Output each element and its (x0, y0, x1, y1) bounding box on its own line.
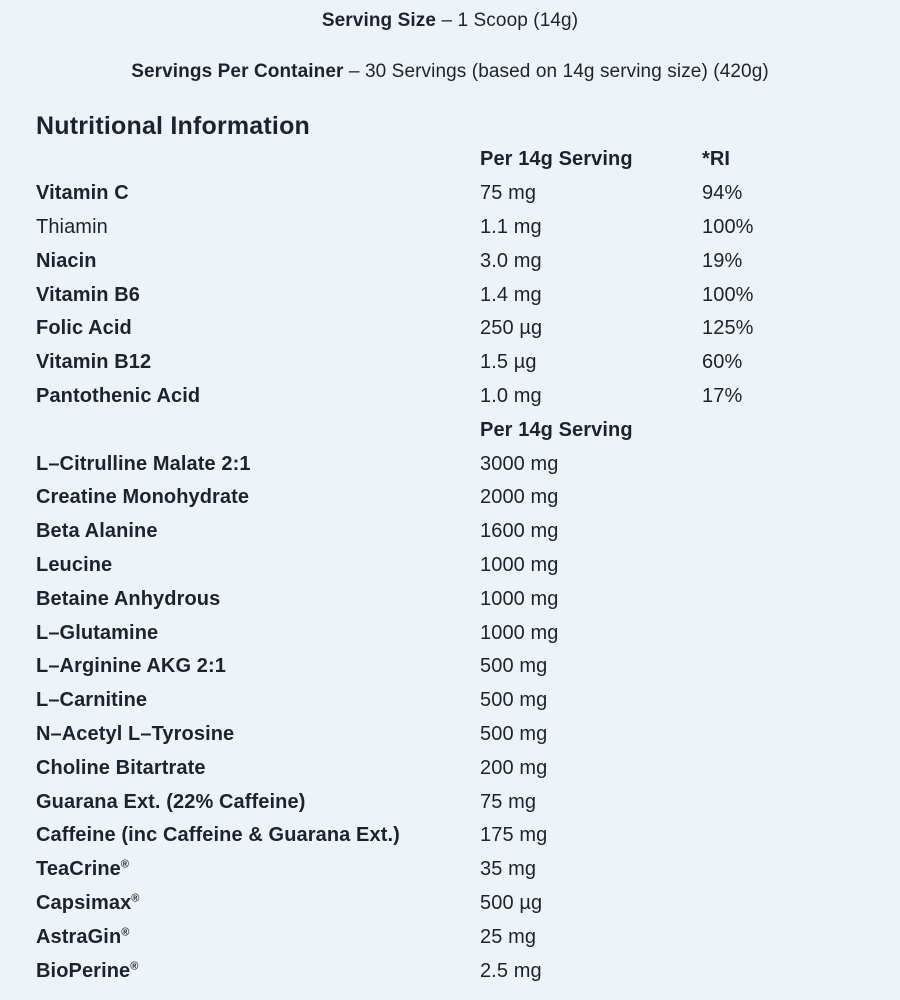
amount-value: 1.1 mg (480, 215, 542, 238)
ingredient-name: L–Glutamine (36, 621, 159, 644)
label-header: Serving Size – 1 Scoop (14g) Servings Pe… (0, 0, 900, 85)
ri-value: 19% (702, 249, 743, 272)
amount-value: 500 µg (480, 891, 543, 914)
table-row: Capsimax® 500 µg (36, 887, 900, 921)
ri-column-header: *RI (702, 148, 731, 171)
amount-column-header: Per 14g Serving (480, 418, 633, 441)
ingredient-name: BioPerine® (36, 959, 139, 982)
nutrition-table: Per 14g Serving *RI Vitamin C 75 mg 94% … (36, 143, 900, 988)
ingredient-name: Guarana Ext. (22% Caffeine) (36, 790, 306, 813)
ingredient-name: Caffeine (inc Caffeine & Guarana Ext.) (36, 824, 400, 847)
table-row: Vitamin C 75 mg 94% (36, 177, 900, 211)
amount-value: 1.4 mg (480, 283, 542, 306)
serving-size-line: Serving Size – 1 Scoop (14g) (0, 8, 900, 34)
table-row: L–Carnitine 500 mg (36, 684, 900, 718)
ri-value: 100% (702, 283, 754, 306)
amount-value: 500 mg (480, 689, 548, 712)
page-title: Nutritional Information (36, 112, 311, 140)
ingredient-name: L–Arginine AKG 2:1 (36, 655, 226, 678)
table-row: Guarana Ext. (22% Caffeine) 75 mg (36, 785, 900, 819)
amount-value: 1000 mg (480, 587, 559, 610)
amount-value: 3000 mg (480, 452, 559, 475)
registered-trademark-symbol: ® (131, 892, 140, 905)
amount-value: 175 mg (480, 824, 548, 847)
amount-value: 500 mg (480, 655, 548, 678)
table-row: N–Acetyl L–Tyrosine 500 mg (36, 718, 900, 752)
amount-value: 1000 mg (480, 621, 559, 644)
column-header-row: Per 14g Serving (36, 413, 900, 447)
ingredient-name: AstraGin® (36, 925, 130, 948)
table-row: Creatine Monohydrate 2000 mg (36, 481, 900, 515)
ingredient-name: L–Citrulline Malate 2:1 (36, 452, 251, 475)
amount-value: 25 mg (480, 925, 537, 948)
table-row: L–Arginine AKG 2:1 500 mg (36, 650, 900, 684)
serving-size-label: Serving Size (321, 10, 437, 31)
ri-value: 60% (702, 351, 743, 374)
ingredient-name: N–Acetyl L–Tyrosine (36, 722, 235, 745)
ri-value: 17% (702, 384, 743, 407)
ingredient-name: Vitamin C (36, 182, 129, 205)
amount-value: 1600 mg (480, 520, 559, 543)
table-row: L–Citrulline Malate 2:1 3000 mg (36, 447, 900, 481)
table-row: Vitamin B12 1.5 µg 60% (36, 346, 900, 380)
amount-value: 75 mg (480, 790, 537, 813)
ingredient-name: Thiamin (36, 215, 108, 238)
table-row: Caffeine (inc Caffeine & Guarana Ext.) 1… (36, 819, 900, 853)
table-row: Vitamin B6 1.4 mg 100% (36, 278, 900, 312)
amount-value: 1000 mg (480, 553, 559, 576)
amount-value: 35 mg (480, 858, 537, 881)
table-row: Choline Bitartrate 200 mg (36, 751, 900, 785)
ingredient-name: Capsimax® (36, 891, 140, 914)
registered-trademark-symbol: ® (121, 926, 130, 939)
table-row: Beta Alanine 1600 mg (36, 515, 900, 549)
amount-column-header: Per 14g Serving (480, 148, 633, 171)
ri-value: 125% (702, 317, 754, 340)
table-row: Niacin 3.0 mg 19% (36, 244, 900, 278)
amount-value: 2.5 mg (480, 959, 542, 982)
ingredient-name: Leucine (36, 553, 113, 576)
table-row: AstraGin® 25 mg (36, 920, 900, 954)
amount-value: 1.0 mg (480, 384, 542, 407)
table-row: TeaCrine® 35 mg (36, 853, 900, 887)
table-row: Folic Acid 250 µg 125% (36, 312, 900, 346)
ingredient-name: Betaine Anhydrous (36, 587, 221, 610)
servings-per-container-line: Servings Per Container – 30 Servings (ba… (0, 59, 900, 85)
table-row: Pantothenic Acid 1.0 mg 17% (36, 380, 900, 414)
registered-trademark-symbol: ® (130, 959, 139, 972)
ingredient-name: Niacin (36, 249, 97, 272)
ingredient-name: Vitamin B6 (36, 283, 140, 306)
amount-value: 3.0 mg (480, 249, 542, 272)
servings-per-container-label: Servings Per Container (131, 61, 344, 82)
ingredient-name: Vitamin B12 (36, 351, 152, 374)
ingredient-name: Beta Alanine (36, 520, 158, 543)
table-row: Betaine Anhydrous 1000 mg (36, 582, 900, 616)
serving-size-value: – 1 Scoop (14g) (441, 10, 579, 31)
ingredient-name: Folic Acid (36, 317, 132, 340)
ri-value: 100% (702, 215, 754, 238)
amount-value: 75 mg (480, 182, 537, 205)
ingredient-name: L–Carnitine (36, 689, 148, 712)
column-header-row: Per 14g Serving *RI (36, 143, 900, 177)
servings-per-container-value: – 30 Servings (based on 14g serving size… (348, 61, 769, 82)
table-row: Leucine 1000 mg (36, 549, 900, 583)
table-row: BioPerine® 2.5 mg (36, 954, 900, 988)
amount-value: 200 mg (480, 756, 548, 779)
ingredient-name: Creatine Monohydrate (36, 486, 250, 509)
table-row: L–Glutamine 1000 mg (36, 616, 900, 650)
amount-value: 500 mg (480, 722, 548, 745)
ingredient-name: Choline Bitartrate (36, 756, 206, 779)
table-row: Thiamin 1.1 mg 100% (36, 211, 900, 245)
amount-value: 2000 mg (480, 486, 559, 509)
ingredient-name: Pantothenic Acid (36, 384, 201, 407)
ingredient-name: TeaCrine® (36, 858, 130, 881)
amount-value: 1.5 µg (480, 351, 537, 374)
registered-trademark-symbol: ® (120, 858, 130, 871)
ri-value: 94% (702, 182, 743, 205)
amount-value: 250 µg (480, 317, 543, 340)
